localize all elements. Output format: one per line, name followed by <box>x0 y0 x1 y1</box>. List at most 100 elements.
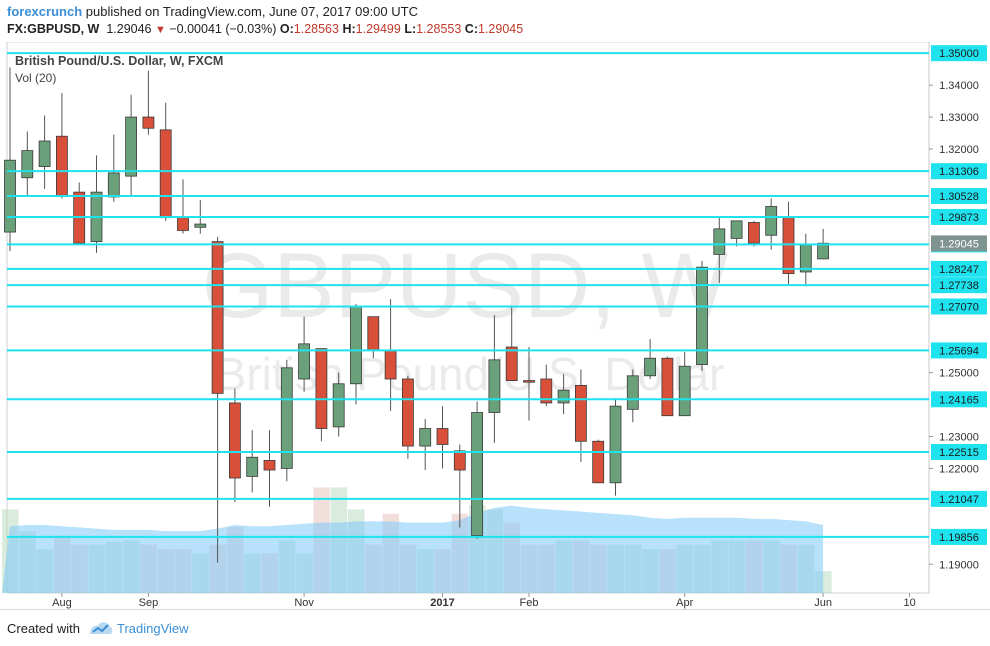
candle-body <box>471 412 484 536</box>
level-price-label: 1.25694 <box>939 345 979 357</box>
candle-body <box>159 129 172 219</box>
candle-body <box>436 428 449 445</box>
candle-body <box>540 378 553 404</box>
level-price-label: 1.29873 <box>939 212 979 224</box>
candle-body <box>263 460 276 471</box>
y-tick-label: 1.33000 <box>939 112 979 124</box>
candle-body <box>56 135 68 196</box>
close-value: 1.29045 <box>478 22 524 36</box>
y-axis-ticks: 1.19000 1.22000 1.23000 1.25000 1.32000 1.330… <box>929 80 979 571</box>
candle-body <box>782 217 795 274</box>
y-tick-label: 1.22000 <box>939 463 979 475</box>
candle-body <box>246 456 259 477</box>
high-label: H: <box>342 22 356 36</box>
candle-body <box>384 349 397 380</box>
tradingview-logo-icon <box>90 622 113 634</box>
x-tick-label: Sep <box>139 597 159 609</box>
x-tick-label: Apr <box>676 597 693 609</box>
candle-body <box>661 357 674 417</box>
candle-body <box>419 428 432 447</box>
candle-body <box>194 223 207 228</box>
candle-body <box>228 402 241 479</box>
candle-body <box>626 375 639 410</box>
symbol-quote-line: FX:GBPUSD, W 1.29046 ▼ −0.00041 (−0.03%)… <box>7 22 523 36</box>
candle-body <box>280 367 293 469</box>
candle-body <box>125 116 137 177</box>
candle-body <box>644 357 656 377</box>
x-tick-label: 10 <box>903 597 915 609</box>
created-with-label: Created with <box>7 621 80 636</box>
candle-body <box>678 365 691 417</box>
candle-body <box>505 346 518 381</box>
symbol-label: FX:GBPUSD, W <box>7 22 100 36</box>
candle-body <box>765 206 778 236</box>
level-price-label: 1.31306 <box>939 166 979 178</box>
level-price-tag <box>931 342 987 359</box>
high-value: 1.29499 <box>355 22 401 36</box>
publish-info: forexcrunch published on TradingView.com… <box>7 4 418 19</box>
level-price-label: 1.30528 <box>939 191 979 203</box>
y-tick-label: 1.32000 <box>939 144 979 156</box>
level-price-tag <box>931 45 987 62</box>
published-text: published on TradingView.com, June 07, 2… <box>85 4 418 19</box>
level-price-tag <box>931 260 987 277</box>
candle-body <box>523 380 535 383</box>
level-price-tag <box>931 490 987 507</box>
x-tick-label: Jun <box>814 597 832 609</box>
level-price-label: 1.35000 <box>939 48 979 60</box>
volume-layer <box>2 487 832 593</box>
level-price-label: 1.24165 <box>939 394 979 406</box>
y-tick-label: 1.25000 <box>939 368 979 380</box>
candle-body <box>21 150 34 179</box>
candle-body <box>488 359 501 413</box>
candle-body <box>575 384 587 442</box>
candle-body <box>211 241 224 394</box>
level-price-label: 1.22515 <box>939 447 979 459</box>
candle-body <box>713 228 726 255</box>
candle-body <box>367 316 380 351</box>
chart-header: forexcrunch published on TradingView.com… <box>0 0 990 42</box>
candle-body <box>453 450 466 471</box>
close-label: C: <box>464 22 478 36</box>
level-price-tag <box>931 391 987 408</box>
tradingview-link[interactable]: TradingView <box>117 621 189 636</box>
author-link[interactable]: forexcrunch <box>7 4 83 19</box>
x-axis-ticks: Aug Sep Nov 2017 Feb Apr Jun 10 <box>52 593 916 609</box>
candle-body <box>298 343 311 380</box>
level-price-tag <box>931 208 987 225</box>
candle-body <box>557 389 570 404</box>
open-value: 1.28563 <box>293 22 339 36</box>
price-axis[interactable] <box>929 42 990 593</box>
y-tick-label: 1.23000 <box>939 431 979 443</box>
price-chart[interactable]: GBPUSD, W British Pound/U.S. Dollar 1.35… <box>0 42 990 609</box>
candle-body <box>38 140 51 167</box>
low-label: L: <box>404 22 417 36</box>
level-price-tag <box>931 277 987 294</box>
candle-body <box>142 116 155 129</box>
candle-body <box>401 378 414 447</box>
candle-body <box>817 242 829 260</box>
volume-average-area <box>2 505 824 593</box>
current-price-label: 1.29045 <box>939 238 979 250</box>
level-price-label: 1.21047 <box>939 494 979 506</box>
candle-body <box>332 383 345 428</box>
level-price-label: 1.27070 <box>939 301 979 313</box>
y-tick-label: 1.19000 <box>939 559 979 571</box>
candle-body <box>107 172 120 198</box>
footer: Created with TradingView <box>0 609 990 646</box>
level-price-label: 1.27738 <box>939 280 979 292</box>
price-change: −0.00041 (−0.03%) <box>169 22 277 36</box>
candle-body <box>350 306 362 385</box>
candle-body <box>177 217 189 231</box>
candle-body <box>592 440 605 484</box>
level-price-label: 1.28247 <box>939 264 979 276</box>
last-price: 1.29046 <box>106 22 152 36</box>
low-value: 1.28553 <box>416 22 462 36</box>
level-price-tag <box>931 443 987 460</box>
current-price-tag <box>931 235 987 252</box>
x-tick-label: 2017 <box>430 597 454 609</box>
candle-body <box>730 220 743 239</box>
x-tick-label: Aug <box>52 597 72 609</box>
candle-body <box>315 348 328 429</box>
level-price-tag <box>931 188 987 205</box>
